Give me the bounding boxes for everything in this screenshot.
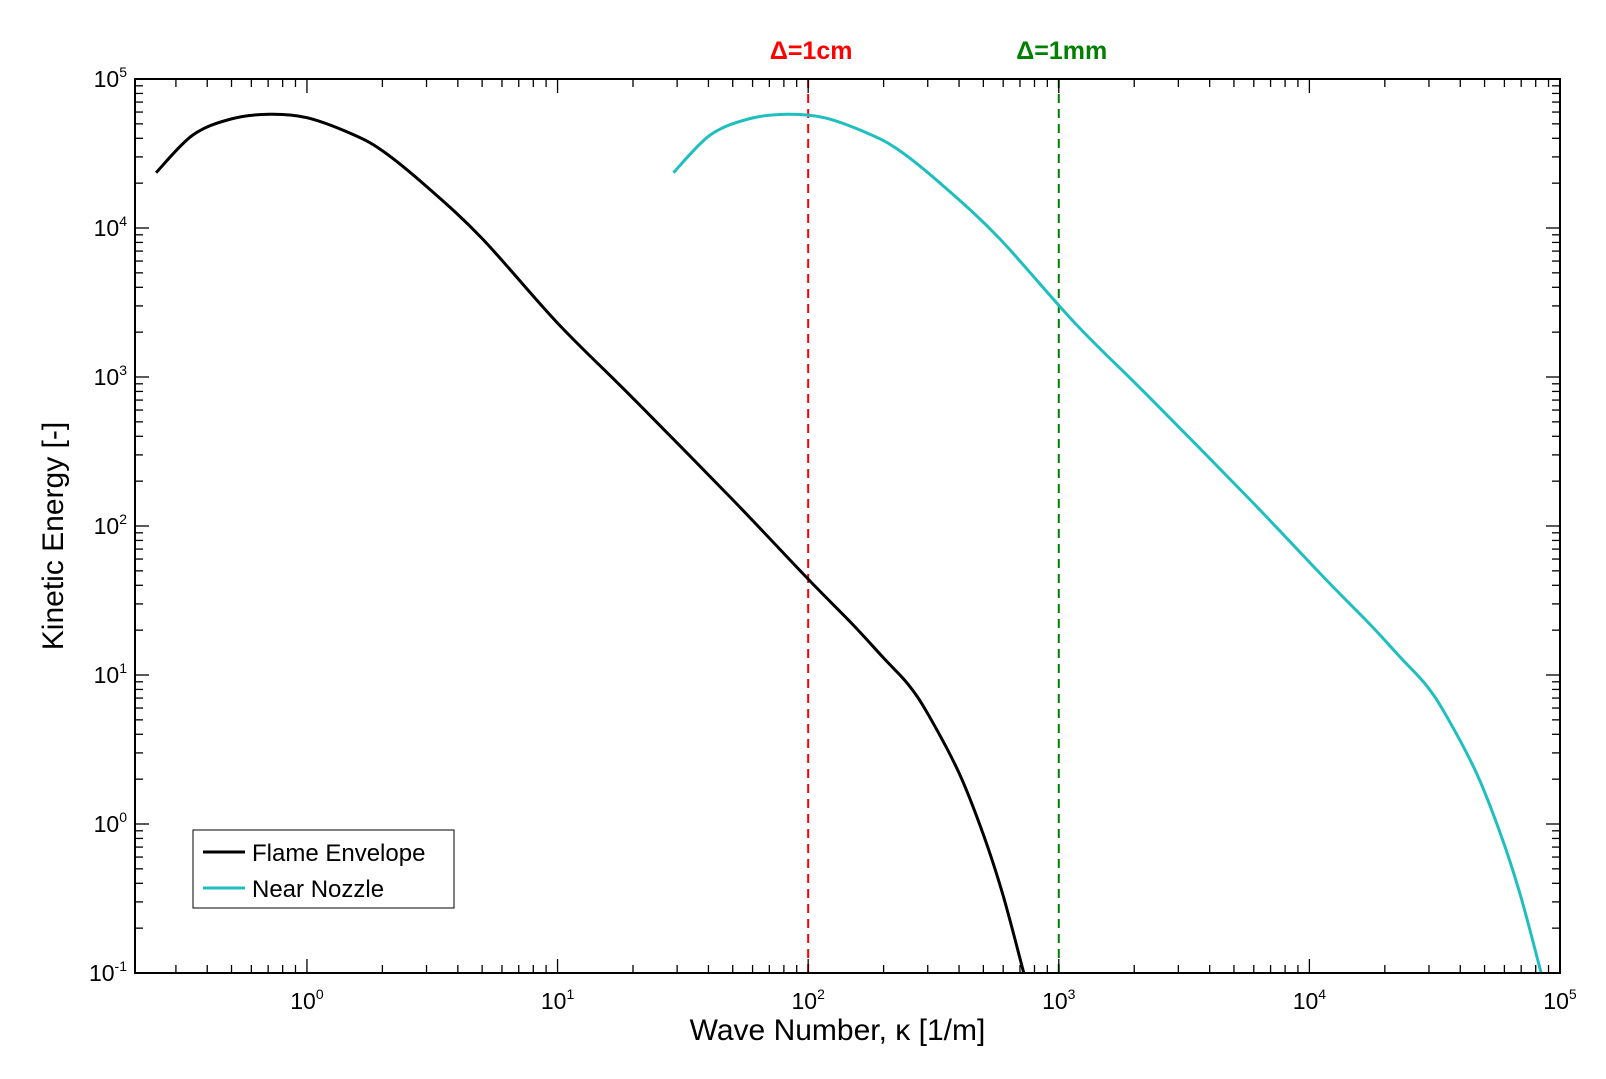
annotation-lines: [807, 79, 1060, 973]
tick-base: 10: [290, 988, 316, 1014]
x-tick-label: 105: [1543, 986, 1577, 1014]
y-tick-label: 10-1: [89, 958, 127, 986]
y-tick-label: 104: [94, 213, 128, 241]
x-tick-label: 104: [1293, 986, 1327, 1014]
legend: Flame Envelope Near Nozzle: [192, 829, 455, 909]
legend-label: Near Nozzle: [252, 876, 384, 903]
series-line-flame-envelope: [154, 112, 1026, 974]
tick-base: 10: [1293, 988, 1319, 1014]
axis-ticks: [135, 78, 1561, 974]
tick-base: 10: [791, 988, 817, 1014]
tick-exponent: 3: [1068, 986, 1076, 1002]
legend-label: Flame Envelope: [252, 840, 425, 867]
y-tick-label: 102: [94, 511, 128, 539]
tick-exponent: 2: [119, 511, 127, 527]
y-tick-label: 105: [94, 64, 128, 92]
y-axis-title: Kinetic Energy [-]: [37, 422, 70, 650]
tick-exponent: 4: [1318, 986, 1326, 1002]
tick-base: 10: [94, 215, 120, 241]
tick-base: 10: [94, 364, 120, 390]
annotation-label: Δ=1cm: [770, 37, 853, 65]
x-tick-label: 100: [290, 986, 324, 1014]
tick-exponent: 1: [119, 660, 127, 676]
tick-base: 10: [94, 811, 120, 837]
tick-exponent: 4: [119, 213, 127, 229]
tick-exponent: 0: [316, 986, 324, 1002]
annotation-label: Δ=1mm: [1016, 37, 1107, 65]
tick-base: 10: [94, 66, 120, 92]
annotation-labels: Δ=1cm Δ=1mm: [770, 37, 1107, 65]
x-tick-label: 103: [1042, 986, 1076, 1014]
x-tick-label: 102: [791, 986, 825, 1014]
plot-frame: [134, 78, 1561, 974]
tick-base: 10: [94, 513, 120, 539]
tick-exponent: 5: [1569, 986, 1577, 1002]
tick-exponent: 2: [817, 986, 825, 1002]
x-tick-labels: 100 101 102 103 104 105: [290, 986, 1577, 1014]
series-lines: [154, 112, 1543, 974]
tick-exponent: 0: [119, 809, 127, 825]
tick-base: 10: [1042, 988, 1068, 1014]
tick-base: 10: [94, 662, 120, 688]
tick-base: 10: [541, 988, 567, 1014]
tick-base: 10: [1543, 988, 1569, 1014]
tick-exponent: 1: [566, 986, 574, 1002]
series-line-near-nozzle: [672, 112, 1543, 974]
tick-exponent: 5: [119, 64, 127, 80]
tick-exponent: 3: [119, 362, 127, 378]
x-axis-title: Wave Number, κ [1/m]: [690, 1014, 986, 1047]
tick-exponent: -1: [115, 958, 128, 974]
y-tick-label: 101: [94, 660, 128, 688]
legend-box: [192, 829, 455, 909]
tick-base: 10: [89, 960, 115, 986]
y-tick-label: 103: [94, 362, 128, 390]
x-tick-label: 101: [541, 986, 575, 1014]
y-tick-label: 100: [94, 809, 128, 837]
